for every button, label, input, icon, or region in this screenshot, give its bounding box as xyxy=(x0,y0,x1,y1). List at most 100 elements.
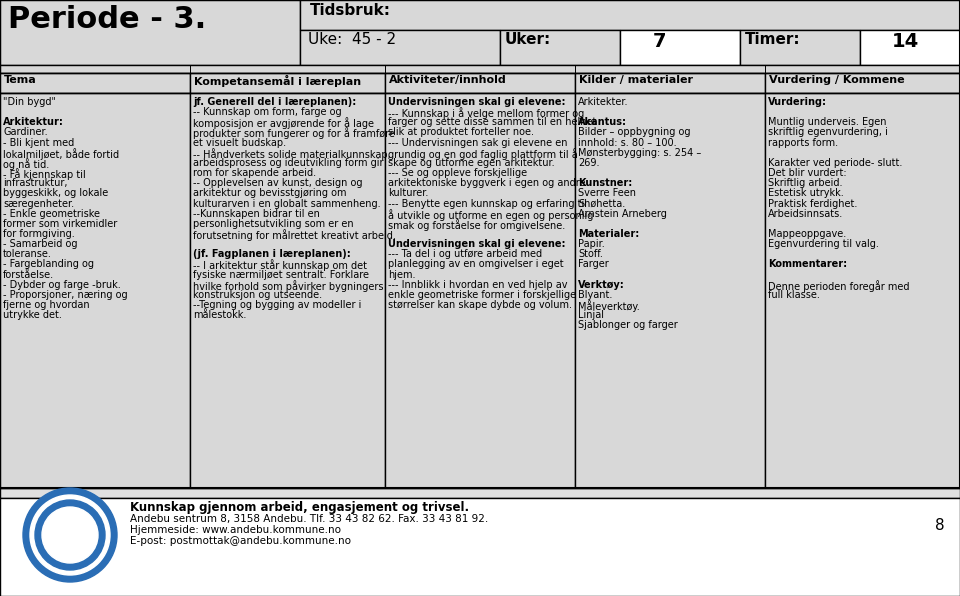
Text: Kommentarer:: Kommentarer: xyxy=(768,259,847,269)
Text: Stoff.: Stoff. xyxy=(578,249,603,259)
Text: for formgiving.: for formgiving. xyxy=(3,229,75,239)
Text: Arkitektur:: Arkitektur: xyxy=(3,117,64,128)
Text: hvilke forhold som påvirker bygningers: hvilke forhold som påvirker bygningers xyxy=(193,280,383,291)
Text: Linjal: Linjal xyxy=(578,310,604,320)
Text: arkitektoniske byggverk i egen og andre: arkitektoniske byggverk i egen og andre xyxy=(388,178,586,188)
Text: komposisjon er avgjørende for å lage: komposisjon er avgjørende for å lage xyxy=(193,117,374,129)
Bar xyxy=(0,93,190,488)
Text: rom for skapende arbeid.: rom for skapende arbeid. xyxy=(193,168,316,178)
Text: Uke:  45 - 2: Uke: 45 - 2 xyxy=(308,32,396,47)
Text: Tema: Tema xyxy=(4,75,36,85)
Text: infrastruktur,: infrastruktur, xyxy=(3,178,67,188)
Text: Mønsterbygging: s. 254 –: Mønsterbygging: s. 254 – xyxy=(578,148,701,158)
Text: Vurdering:: Vurdering: xyxy=(768,97,827,107)
Text: målestokk.: målestokk. xyxy=(193,310,247,320)
Text: --- Ta del i og utføre arbeid med: --- Ta del i og utføre arbeid med xyxy=(388,249,542,259)
Bar xyxy=(740,30,860,65)
Text: Muntlig underveis. Egen: Muntlig underveis. Egen xyxy=(768,117,886,128)
Text: --- Benytte egen kunnskap og erfaring til: --- Benytte egen kunnskap og erfaring ti… xyxy=(388,198,587,209)
Text: - Enkle geometriske: - Enkle geometriske xyxy=(3,209,100,219)
Bar xyxy=(0,488,960,498)
Text: Arbeidsinnsats.: Arbeidsinnsats. xyxy=(768,209,843,219)
Text: Undervisningen skal gi elevene:: Undervisningen skal gi elevene: xyxy=(388,97,565,107)
Text: Mappeoppgave.: Mappeoppgave. xyxy=(768,229,847,239)
Text: produkter som fungerer og for å framføre: produkter som fungerer og for å framføre xyxy=(193,128,395,139)
Text: Praktisk ferdighet.: Praktisk ferdighet. xyxy=(768,198,857,209)
Text: enkle geometriske former i forskjellige: enkle geometriske former i forskjellige xyxy=(388,290,576,300)
Text: former som virkemidler: former som virkemidler xyxy=(3,219,117,229)
Text: Det blir vurdert:: Det blir vurdert: xyxy=(768,168,847,178)
Bar xyxy=(385,93,575,488)
Bar xyxy=(0,0,960,488)
Text: --- Innblikk i hvordan en ved hjelp av: --- Innblikk i hvordan en ved hjelp av xyxy=(388,280,567,290)
Text: Bilder – oppbygning og: Bilder – oppbygning og xyxy=(578,128,690,138)
Bar xyxy=(0,0,300,65)
Text: innhold: s. 80 – 100.: innhold: s. 80 – 100. xyxy=(578,138,677,148)
Text: full klasse.: full klasse. xyxy=(768,290,820,300)
Text: Andebu sentrum 8, 3158 Andebu. Tlf. 33 43 82 62. Fax. 33 43 81 92.: Andebu sentrum 8, 3158 Andebu. Tlf. 33 4… xyxy=(130,514,489,524)
Text: planlegging av en omgivelser i eget: planlegging av en omgivelser i eget xyxy=(388,259,564,269)
Text: --Tegning og bygging av modeller i: --Tegning og bygging av modeller i xyxy=(193,300,361,310)
Text: Uker:: Uker: xyxy=(505,32,551,47)
Text: Andebu
ungdomsskole: Andebu ungdomsskole xyxy=(47,538,93,548)
Text: forståelse.: forståelse. xyxy=(3,269,54,280)
Text: Aktiviteter/innhold: Aktiviteter/innhold xyxy=(389,75,507,85)
Bar xyxy=(575,73,765,93)
Text: Verktøy:: Verktøy: xyxy=(578,280,625,290)
Text: toleranse.: toleranse. xyxy=(3,249,52,259)
Text: et visuelt budskap.: et visuelt budskap. xyxy=(193,138,286,148)
Text: å utvikle og utforme en egen og personlig: å utvikle og utforme en egen og personli… xyxy=(388,209,593,221)
Text: fjerne og hvordan: fjerne og hvordan xyxy=(3,300,89,310)
Text: Skriftlig arbeid.: Skriftlig arbeid. xyxy=(768,178,843,188)
Text: E-post: postmottak@andebu.kommune.no: E-post: postmottak@andebu.kommune.no xyxy=(130,536,351,546)
Text: Kompetansemål i læreplan: Kompetansemål i læreplan xyxy=(194,75,361,87)
Text: konstruksjon og utseende.: konstruksjon og utseende. xyxy=(193,290,323,300)
Text: Materialer:: Materialer: xyxy=(578,229,639,239)
Text: Hjemmeside: www.andebu.kommune.no: Hjemmeside: www.andebu.kommune.no xyxy=(130,525,341,535)
Text: Undervisningen skal gi elevene:: Undervisningen skal gi elevene: xyxy=(388,239,565,249)
Bar xyxy=(300,0,960,30)
Text: Arnstein Arneberg: Arnstein Arneberg xyxy=(578,209,667,219)
Text: Timer:: Timer: xyxy=(745,32,801,47)
Text: (jf. Fagplanen i læreplanen):: (jf. Fagplanen i læreplanen): xyxy=(193,249,350,259)
Text: 7: 7 xyxy=(653,32,667,51)
Bar xyxy=(0,73,190,93)
Text: - Proporsjoner, næring og: - Proporsjoner, næring og xyxy=(3,290,128,300)
Text: Estetisk utrykk.: Estetisk utrykk. xyxy=(768,188,844,198)
Text: Måleverktøy.: Måleverktøy. xyxy=(578,300,639,312)
Bar xyxy=(300,30,500,65)
Text: - Dybder og farge -bruk.: - Dybder og farge -bruk. xyxy=(3,280,121,290)
Text: lokalmiljøet, både fortid: lokalmiljøet, både fortid xyxy=(3,148,119,160)
Text: Kilder / materialer: Kilder / materialer xyxy=(579,75,693,85)
Text: Egenvurdering til valg.: Egenvurdering til valg. xyxy=(768,239,878,249)
Circle shape xyxy=(35,500,105,570)
Text: Karakter ved periode- slutt.: Karakter ved periode- slutt. xyxy=(768,158,902,168)
Bar xyxy=(190,93,385,488)
Text: - Samarbeid og: - Samarbeid og xyxy=(3,239,78,249)
Text: -- Håndverkets solide materialkunnskap,: -- Håndverkets solide materialkunnskap, xyxy=(193,148,391,160)
Bar xyxy=(575,93,765,488)
Text: Periode - 3.: Periode - 3. xyxy=(8,5,206,34)
Text: Farger: Farger xyxy=(578,259,609,269)
Text: grundig og en god faglig plattform til å: grundig og en god faglig plattform til å xyxy=(388,148,578,160)
Bar xyxy=(765,73,960,93)
Text: - Bli kjent med: - Bli kjent med xyxy=(3,138,74,148)
Text: smak og forståelse for omgivelsene.: smak og forståelse for omgivelsene. xyxy=(388,219,565,231)
Text: Sjablonger og farger: Sjablonger og farger xyxy=(578,320,678,330)
Text: Sverre Feen: Sverre Feen xyxy=(578,188,636,198)
Text: -- Kunnskap om form, farge og: -- Kunnskap om form, farge og xyxy=(193,107,342,117)
Text: "Din bygd": "Din bygd" xyxy=(3,97,56,107)
Bar xyxy=(860,30,960,65)
Text: --- Undervisningen sak gi elevene en: --- Undervisningen sak gi elevene en xyxy=(388,138,567,148)
Text: skriftlig egenvurdering, i: skriftlig egenvurdering, i xyxy=(768,128,888,138)
Text: og nå tid.: og nå tid. xyxy=(3,158,49,170)
Text: særegenheter.: særegenheter. xyxy=(3,198,74,209)
Text: Akantus:: Akantus: xyxy=(578,117,627,128)
Bar xyxy=(0,498,960,596)
Circle shape xyxy=(23,488,117,582)
Circle shape xyxy=(42,507,98,563)
Text: Kunnskap gjennom arbeid, engasjement og trivsel.: Kunnskap gjennom arbeid, engasjement og … xyxy=(130,501,469,514)
Text: kulturer.: kulturer. xyxy=(388,188,428,198)
Bar xyxy=(0,65,960,73)
Text: Arkitekter.: Arkitekter. xyxy=(578,97,629,107)
